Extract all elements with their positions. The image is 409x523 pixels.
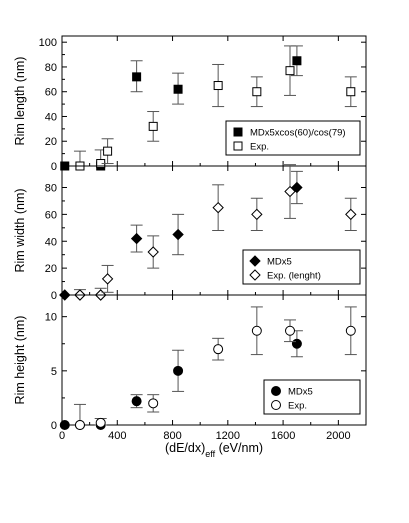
- legend-marker: [233, 127, 243, 137]
- data-point: [131, 396, 142, 407]
- y-tick-label: 40: [45, 111, 57, 123]
- legend-label: MDx5: [267, 257, 292, 268]
- legend-label: Exp.: [250, 142, 269, 153]
- data-point: [130, 232, 143, 245]
- y-tick-label: 60: [45, 209, 57, 221]
- data-point: [148, 121, 158, 131]
- data-point: [251, 325, 262, 336]
- legend-label: MDx5: [288, 387, 313, 398]
- data-point: [101, 273, 114, 285]
- data-point: [292, 56, 302, 66]
- data-point: [148, 398, 159, 409]
- data-point: [291, 181, 303, 194]
- y-tick-label: 0: [51, 161, 57, 173]
- data-point: [59, 420, 70, 430]
- data-point: [173, 84, 183, 94]
- data-point: [285, 325, 295, 336]
- legend-box: [263, 379, 361, 415]
- legend-marker: [249, 269, 261, 281]
- panel-middle: 0 20 40 60 80 Rim width (nm) MDx5 Exp. (lenght): [13, 164, 367, 302]
- data-point: [74, 420, 85, 430]
- legend-label: Exp. (lenght): [267, 271, 321, 282]
- data-point: [285, 66, 295, 76]
- y-tick-label: 40: [45, 236, 57, 248]
- data-point: [284, 185, 296, 198]
- data-point: [132, 72, 142, 82]
- y-tick-label: 20: [45, 263, 57, 275]
- y-tick-label: 5: [51, 366, 57, 378]
- y-axis-title: Rim length (nm): [13, 57, 27, 146]
- x-tick-label: 1200: [216, 430, 240, 442]
- data-point: [252, 87, 262, 97]
- data-point: [95, 417, 106, 428]
- plot-frame: [61, 294, 367, 426]
- y-tick-label: 80: [45, 62, 57, 74]
- data-point: [103, 146, 113, 156]
- data-point: [147, 246, 159, 258]
- data-point: [251, 208, 263, 221]
- y-tick-label: 20: [45, 136, 57, 148]
- y-tick-label: 10: [45, 312, 57, 324]
- legend: MDx5 Exp. (lenght): [242, 249, 361, 285]
- x-tick-label: 2000: [326, 430, 350, 442]
- y-axis-title: Rim height (nm): [13, 316, 27, 405]
- x-tick-label: 1600: [271, 430, 295, 442]
- legend-label: Exp.: [288, 401, 307, 412]
- series-1: [73, 306, 357, 430]
- data-point: [345, 208, 357, 221]
- y-tick-label: 100: [39, 37, 57, 49]
- legend: MDx5xcos(60)/cos(79) Exp.: [225, 120, 361, 156]
- legend-marker: [271, 400, 281, 410]
- x-tick-label: 0: [59, 430, 65, 442]
- legend-marker: [271, 386, 281, 396]
- legend-label: MDx5xcos(60)/cos(79): [250, 128, 346, 139]
- data-point: [172, 228, 184, 241]
- x-axis-title: (dE/dx)eff (eV/nm): [165, 441, 263, 459]
- data-point: [291, 338, 302, 349]
- data-point: [346, 87, 356, 97]
- data-point: [212, 201, 224, 214]
- data-point: [213, 81, 223, 91]
- data-point: [213, 344, 224, 355]
- y-axis-title: Rim width (nm): [13, 188, 27, 272]
- x-tick-label: 800: [163, 430, 181, 442]
- legend-box: [242, 249, 361, 285]
- data-point: [345, 325, 356, 336]
- legend-marker: [249, 255, 261, 267]
- y-tick-label: 0: [51, 290, 57, 302]
- y-tick-label: 0: [51, 420, 57, 432]
- y-tick-label: 80: [45, 183, 57, 195]
- panel-bottom: 0 5 10 0 400 800 1200 1600 2000 Rim height (nm) MD…: [13, 294, 367, 442]
- legend-marker: [233, 141, 243, 151]
- x-tick-label: 400: [108, 430, 126, 442]
- data-point: [173, 365, 184, 376]
- y-tick-label: 60: [45, 87, 57, 99]
- panel-top: 0 20 40 60 80 100 Rim length (nm) MDx5xcos(60)/…: [13, 35, 367, 173]
- legend: MDx5 Exp.: [263, 379, 361, 415]
- legend-box: [225, 120, 361, 156]
